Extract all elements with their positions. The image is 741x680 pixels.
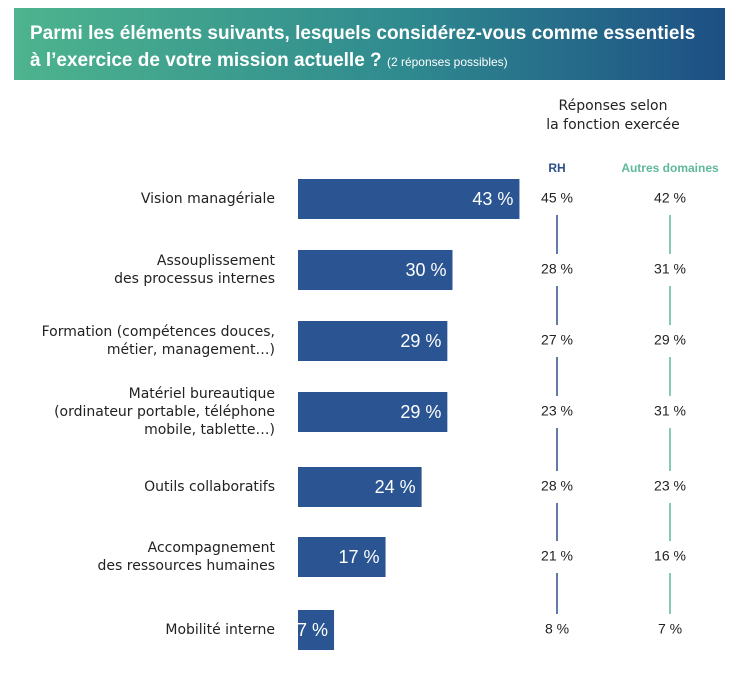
table-value: 21 %	[541, 548, 573, 564]
table-value: 42 %	[654, 190, 686, 206]
chart-subtitle: (2 réponses possibles)	[386, 55, 508, 69]
legend-entry: RH	[548, 161, 565, 175]
bar	[298, 467, 422, 507]
table-value: 31 %	[654, 403, 686, 419]
category-label: Assouplissement des processus internes	[114, 253, 275, 287]
bar-value-label: 17 %	[339, 547, 380, 567]
table-value: 28 %	[541, 261, 573, 277]
bar	[298, 250, 453, 290]
category-label: Outils collaboratifs	[144, 479, 275, 495]
table-value: 23 %	[654, 478, 686, 494]
chart-title: Parmi les éléments suivants, lesquels co…	[30, 23, 696, 71]
table-value: 45 %	[541, 190, 573, 206]
bar	[298, 392, 448, 432]
category-label: Mobilité interne	[165, 622, 275, 638]
table-value: 31 %	[654, 261, 686, 277]
bar-value-label: 29 %	[400, 402, 441, 422]
bar-value-label: 29 %	[400, 331, 441, 351]
bar-value-label: 24 %	[375, 477, 416, 497]
category-label: Formation (compétences douces, métier, m…	[41, 324, 275, 358]
bar	[298, 321, 448, 361]
bar	[298, 537, 386, 577]
table-value: 29 %	[654, 332, 686, 348]
table-title: Réponses selon la fonction exercée	[546, 98, 680, 133]
table-value: 28 %	[541, 478, 573, 494]
table-value: 23 %	[541, 403, 573, 419]
table-value: 27 %	[541, 332, 573, 348]
category-label: Accompagnement des ressources humaines	[97, 540, 275, 574]
table-value: 7 %	[658, 621, 682, 637]
title-banner	[14, 8, 725, 80]
table-value: 8 %	[545, 621, 569, 637]
bar-value-label: 7 %	[297, 620, 328, 640]
category-label: Vision managériale	[140, 191, 275, 207]
bar	[298, 610, 335, 650]
bar	[298, 179, 520, 219]
bar-value-label: 30 %	[405, 260, 446, 280]
chart-title-block: Parmi les éléments suivants, lesquels co…	[30, 20, 710, 76]
category-label: Matériel bureautique (ordinateur portabl…	[54, 386, 275, 438]
bar-value-label: 43 %	[472, 189, 513, 209]
table-value: 16 %	[654, 548, 686, 564]
legend-entry: Autres domaines	[621, 161, 719, 175]
